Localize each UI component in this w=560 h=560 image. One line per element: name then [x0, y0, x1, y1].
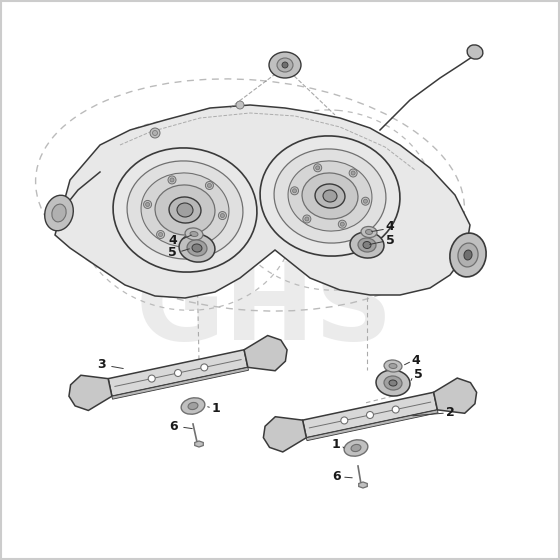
Circle shape [158, 232, 162, 236]
Text: 5: 5 [386, 234, 394, 246]
Circle shape [150, 128, 160, 138]
Text: 1: 1 [212, 402, 221, 414]
Ellipse shape [288, 161, 372, 231]
Ellipse shape [155, 185, 215, 235]
Circle shape [157, 231, 165, 239]
Ellipse shape [190, 231, 198, 236]
Ellipse shape [363, 241, 371, 249]
Circle shape [218, 212, 226, 220]
Circle shape [349, 169, 357, 177]
Polygon shape [306, 410, 438, 441]
Polygon shape [302, 392, 437, 438]
Ellipse shape [361, 226, 377, 237]
Polygon shape [263, 417, 306, 452]
Circle shape [146, 203, 150, 207]
Text: 5: 5 [414, 368, 422, 381]
Ellipse shape [187, 240, 207, 256]
Ellipse shape [177, 203, 193, 217]
Circle shape [303, 215, 311, 223]
Circle shape [366, 412, 374, 418]
Ellipse shape [302, 173, 358, 219]
Ellipse shape [389, 380, 397, 386]
Circle shape [314, 164, 321, 172]
Polygon shape [433, 378, 477, 413]
Polygon shape [195, 441, 203, 447]
Circle shape [236, 101, 244, 109]
Circle shape [351, 171, 355, 175]
Ellipse shape [169, 197, 201, 223]
Circle shape [168, 176, 176, 184]
Ellipse shape [384, 376, 402, 390]
Circle shape [152, 130, 157, 136]
Circle shape [207, 184, 212, 188]
Text: 3: 3 [97, 358, 106, 371]
Circle shape [206, 181, 213, 189]
Text: 2: 2 [446, 405, 454, 418]
Circle shape [338, 220, 346, 228]
Circle shape [143, 200, 152, 208]
Ellipse shape [323, 190, 337, 202]
Polygon shape [244, 335, 287, 371]
Ellipse shape [127, 161, 243, 259]
Circle shape [170, 178, 174, 182]
Ellipse shape [277, 58, 293, 72]
Ellipse shape [464, 250, 472, 260]
Circle shape [221, 213, 225, 217]
Ellipse shape [269, 52, 301, 78]
Circle shape [305, 217, 309, 221]
Ellipse shape [113, 148, 257, 272]
Ellipse shape [45, 195, 73, 231]
Circle shape [292, 189, 297, 193]
Ellipse shape [376, 370, 410, 396]
Polygon shape [112, 367, 249, 399]
Text: 4: 4 [412, 353, 421, 366]
Ellipse shape [458, 243, 478, 267]
Ellipse shape [351, 445, 361, 451]
Circle shape [194, 236, 202, 244]
Circle shape [316, 166, 320, 170]
Text: 1: 1 [332, 437, 340, 450]
Ellipse shape [192, 244, 202, 252]
Text: 6: 6 [170, 421, 178, 433]
Ellipse shape [389, 363, 397, 368]
Ellipse shape [344, 440, 368, 456]
Circle shape [148, 375, 155, 382]
Text: 4: 4 [386, 221, 394, 234]
Ellipse shape [384, 360, 402, 372]
Text: 6: 6 [333, 470, 341, 483]
Ellipse shape [179, 234, 215, 262]
Ellipse shape [185, 228, 203, 240]
Ellipse shape [315, 184, 345, 208]
Circle shape [291, 187, 298, 195]
Polygon shape [69, 375, 112, 410]
Circle shape [175, 370, 181, 376]
Circle shape [196, 238, 200, 242]
Circle shape [361, 197, 370, 205]
Ellipse shape [188, 403, 198, 409]
Circle shape [201, 364, 208, 371]
Polygon shape [108, 350, 248, 396]
Circle shape [340, 222, 344, 226]
Circle shape [392, 406, 399, 413]
Ellipse shape [358, 238, 376, 252]
Circle shape [341, 417, 348, 424]
Text: 5: 5 [167, 245, 176, 259]
Ellipse shape [467, 45, 483, 59]
Ellipse shape [141, 173, 229, 247]
Circle shape [363, 199, 367, 203]
Ellipse shape [450, 233, 486, 277]
Ellipse shape [282, 62, 288, 68]
Ellipse shape [366, 230, 372, 235]
Ellipse shape [260, 136, 400, 256]
Ellipse shape [181, 398, 205, 414]
Ellipse shape [52, 204, 66, 222]
Polygon shape [55, 105, 470, 298]
Ellipse shape [350, 232, 384, 258]
Polygon shape [359, 482, 367, 488]
Text: 4: 4 [169, 234, 178, 246]
Ellipse shape [274, 149, 386, 243]
Text: GHS: GHS [136, 257, 394, 363]
